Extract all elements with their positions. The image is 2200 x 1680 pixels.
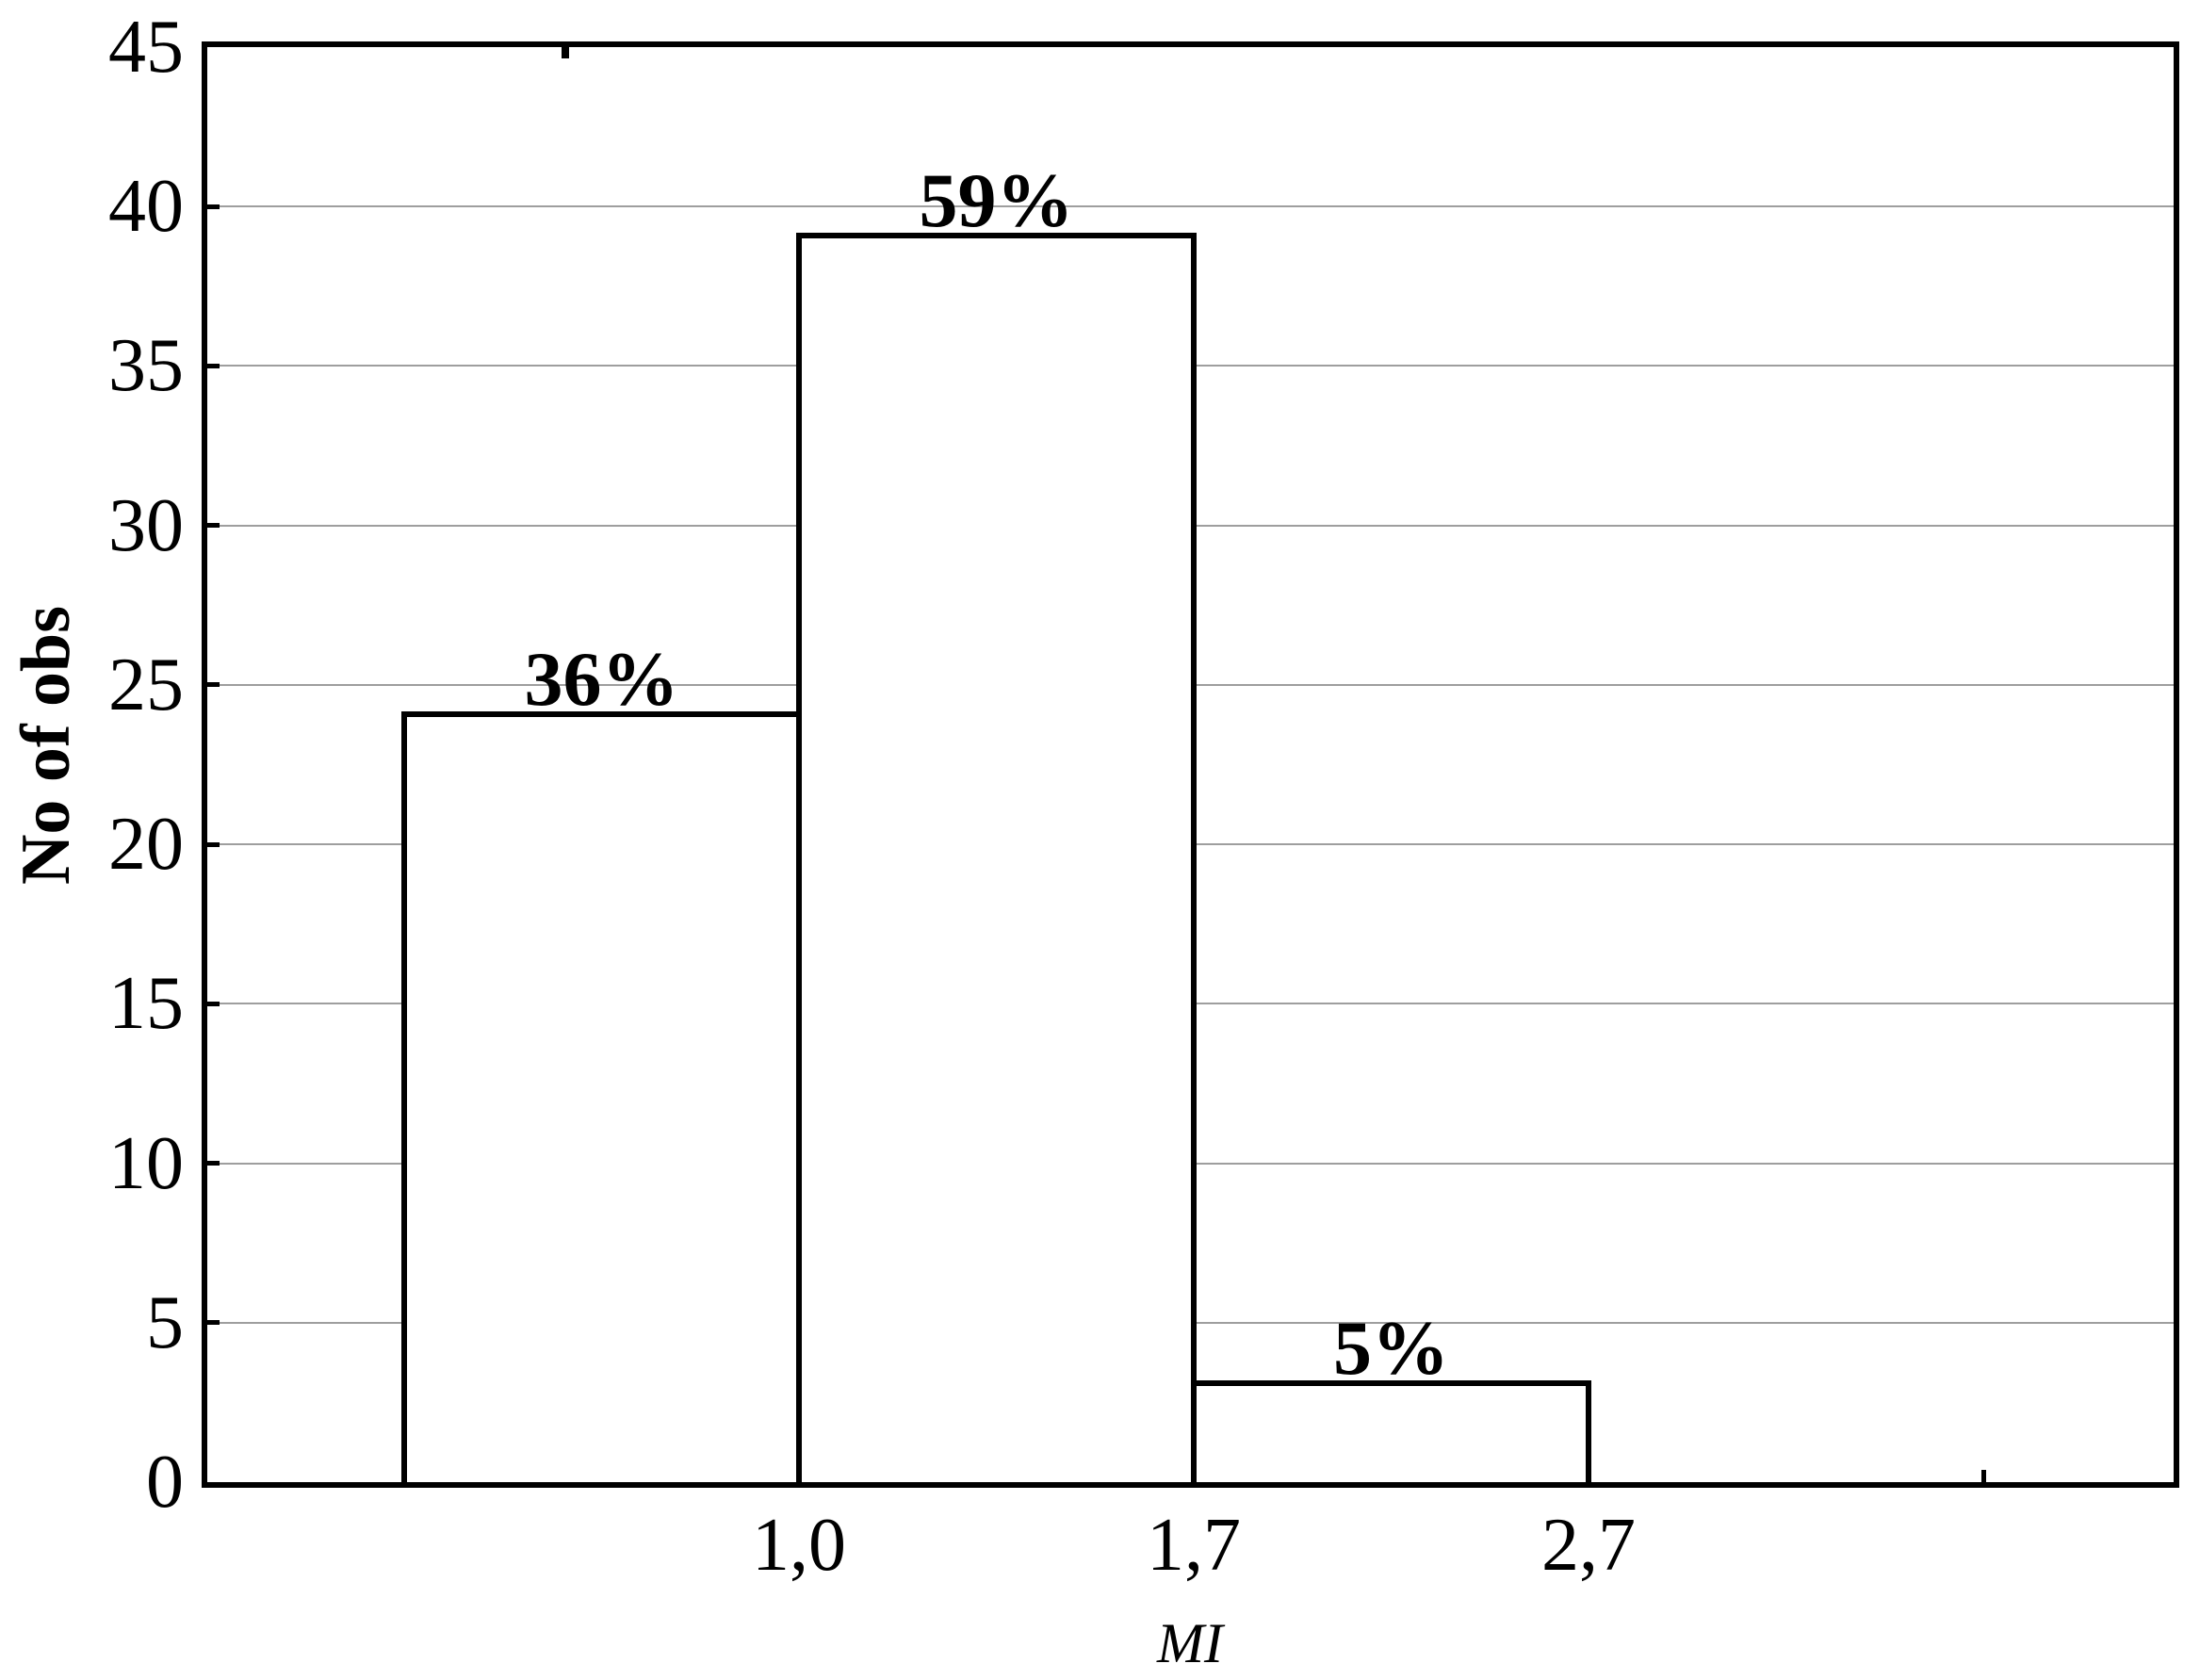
y-tick-5 [207,1320,220,1326]
y-tick-15 [207,1001,220,1006]
y-tick-30 [207,523,220,529]
y-tick-10 [207,1161,220,1166]
y-tick-label-20: 20 [108,803,184,887]
bar-label-3: 5% [1333,1305,1449,1391]
bar-3 [1191,1380,1591,1482]
x-tick-label-1_0: 1,0 [752,1504,846,1587]
y-tick-40 [207,204,220,209]
y-tick-label-35: 35 [108,324,184,408]
y-tick-label-10: 10 [108,1121,184,1205]
y-tick-label-15: 15 [108,962,184,1046]
y-tick-20 [207,841,220,847]
top-border-artifact-tick [562,47,569,58]
bar-1 [401,711,802,1482]
y-tick-label-30: 30 [108,483,184,567]
y-tick-label-5: 5 [146,1280,184,1364]
y-tick-25 [207,682,220,688]
plot-area: 36% 59% 5% [202,41,2179,1488]
x-tick-label-2_7: 2,7 [1541,1504,1636,1587]
y-tick-35 [207,363,220,368]
gridline-40 [207,205,2174,208]
x-tick-label-1_7: 1,7 [1147,1504,1241,1587]
y-tick-label-40: 40 [108,165,184,249]
bar-label-2: 59% [919,157,1074,243]
x-axis-title: MI [1157,1612,1223,1674]
x-tick-4 [1980,1470,1986,1482]
bar-label-1: 36% [524,636,679,722]
y-tick-label-45: 45 [108,6,184,89]
y-tick-label-25: 25 [108,643,184,726]
bar-2 [796,233,1197,1482]
y-tick-label-0: 0 [146,1441,184,1524]
